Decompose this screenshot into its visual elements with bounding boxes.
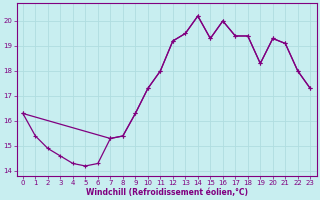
X-axis label: Windchill (Refroidissement éolien,°C): Windchill (Refroidissement éolien,°C): [85, 188, 248, 197]
